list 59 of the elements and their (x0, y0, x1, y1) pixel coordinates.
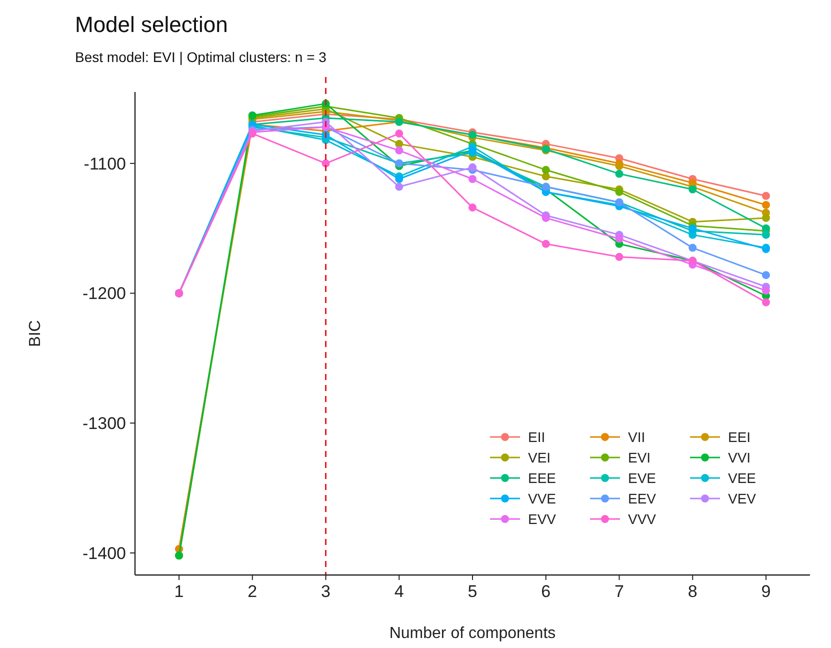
point (542, 240, 550, 248)
x-axis-title: Number of components (389, 625, 556, 642)
point (468, 204, 476, 212)
legend-label: EEI (728, 428, 751, 445)
point (688, 230, 697, 239)
legend-label: EVE (628, 470, 656, 486)
legend-label: EEE (528, 470, 556, 486)
point (762, 192, 770, 200)
x-tick-label: 9 (761, 582, 771, 601)
point (468, 174, 476, 183)
chart-subtitle: Best model: EVI | Optimal clusters: n = 3 (75, 49, 327, 65)
x-tick-label: 8 (688, 582, 698, 601)
legend-label: VEI (528, 449, 551, 466)
legend-label: EII (528, 428, 546, 445)
point (615, 188, 624, 196)
point (542, 172, 550, 180)
point (468, 163, 476, 172)
legend-label: VVI (728, 449, 751, 466)
point (688, 224, 697, 232)
chart-title: Model selection (75, 12, 228, 37)
x-tick-label: 3 (321, 582, 330, 601)
x-tick-label: 4 (394, 582, 404, 601)
legend-label: VII (628, 428, 646, 445)
point (688, 244, 697, 252)
point (762, 230, 770, 239)
legend-label: VEE (728, 470, 756, 486)
y-axis-title: BIC (27, 320, 44, 347)
y-tick-label: -1200 (82, 284, 126, 304)
point (615, 170, 624, 178)
y-tick-label: -1300 (82, 414, 126, 434)
point (688, 185, 697, 194)
legend-label: EVV (528, 510, 557, 527)
legend-label: EEV (628, 490, 657, 506)
x-tick-label: 2 (248, 582, 258, 601)
legend-label: VEV (728, 490, 757, 506)
point (542, 166, 550, 174)
point (615, 234, 624, 243)
x-tick-label: 7 (614, 582, 624, 601)
point (762, 271, 770, 280)
point (395, 146, 404, 154)
point (395, 130, 404, 138)
point (615, 252, 624, 261)
point (395, 140, 404, 148)
y-tick-label: -1400 (82, 544, 126, 563)
point (395, 174, 404, 183)
point (762, 286, 770, 295)
legend-label: VVE (528, 490, 556, 506)
y-tick-label: -1100 (84, 154, 126, 174)
legend-label: EVI (628, 449, 651, 466)
x-tick-label: 1 (174, 582, 184, 601)
point (762, 200, 770, 209)
point (615, 162, 624, 170)
point (762, 298, 770, 306)
point (542, 214, 550, 222)
point (395, 182, 404, 191)
legend-label: VVV (628, 510, 657, 527)
point (762, 214, 770, 222)
x-tick-label: 6 (541, 582, 551, 601)
x-tick-label: 5 (468, 582, 478, 601)
